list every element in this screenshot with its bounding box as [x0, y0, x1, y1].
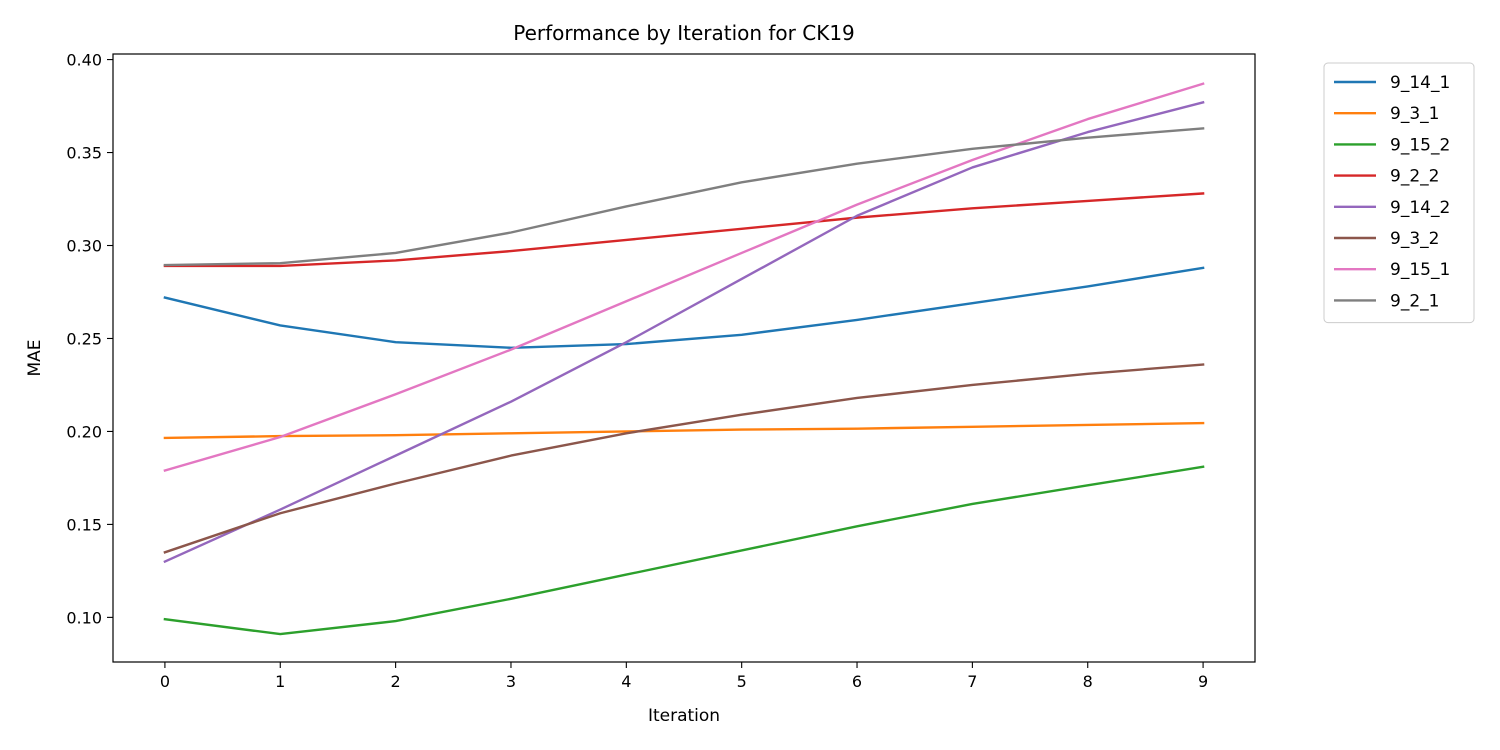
- legend-label-9_14_2: 9_14_2: [1390, 198, 1450, 218]
- x-tick-label: 8: [1083, 672, 1093, 691]
- x-axis-title: Iteration: [648, 706, 720, 726]
- x-tick-label: 7: [967, 672, 977, 691]
- legend-label-9_2_1: 9_2_1: [1390, 291, 1439, 311]
- series-line-9_14_2: [163, 100, 1205, 564]
- series-line-9_3_1: [163, 421, 1205, 440]
- series-line-9_15_2: [163, 465, 1205, 636]
- legend-label-9_2_2: 9_2_2: [1390, 167, 1439, 187]
- x-tick-label: 4: [621, 672, 631, 691]
- plot-frame: [112, 53, 1256, 663]
- x-axis: 0 1 2 3 4 5 6 7 8 9: [160, 662, 1208, 691]
- x-tick-label: 5: [737, 672, 747, 691]
- legend-label-9_3_2: 9_3_2: [1390, 229, 1439, 249]
- series-line-9_2_2: [163, 192, 1205, 268]
- y-tick-label: 0.20: [66, 422, 102, 441]
- x-tick-label: 6: [852, 672, 862, 691]
- y-tick-label: 0.10: [66, 608, 102, 627]
- y-tick-label: 0.25: [66, 329, 102, 348]
- legend: 9_14_1 9_3_1 9_15_2 9_2_2 9_14_2 9_3_2 9_15_1 9…: [1323, 62, 1475, 324]
- y-tick-label: 0.35: [66, 144, 102, 163]
- series-line-9_15_1: [163, 82, 1205, 472]
- legend-box: [1323, 62, 1475, 324]
- chart-title: Performance by Iteration for CK19: [513, 21, 855, 45]
- x-tick-label: 2: [391, 672, 401, 691]
- series-line-9_2_1: [163, 127, 1205, 267]
- legend-label-9_15_2: 9_15_2: [1390, 135, 1450, 155]
- x-tick-label: 0: [160, 672, 170, 691]
- y-tick-label: 0.15: [66, 515, 102, 534]
- x-tick-label: 3: [506, 672, 516, 691]
- y-axis-title: MAE: [25, 339, 45, 376]
- x-tick-label: 1: [275, 672, 285, 691]
- series-line-9_3_2: [163, 363, 1205, 554]
- series-line-9_14_1: [163, 266, 1205, 349]
- plot-area: [112, 53, 1256, 663]
- legend-label-9_14_1: 9_14_1: [1390, 73, 1450, 93]
- legend-label-9_15_1: 9_15_1: [1390, 260, 1450, 280]
- y-axis: 0.10 0.15 0.20 0.25 0.30 0.35 0.40: [66, 51, 113, 627]
- x-tick-label: 9: [1198, 672, 1208, 691]
- series-layer: [163, 82, 1205, 636]
- y-tick-label: 0.30: [66, 237, 102, 256]
- legend-label-9_3_1: 9_3_1: [1390, 104, 1439, 124]
- y-tick-label: 0.40: [66, 51, 102, 70]
